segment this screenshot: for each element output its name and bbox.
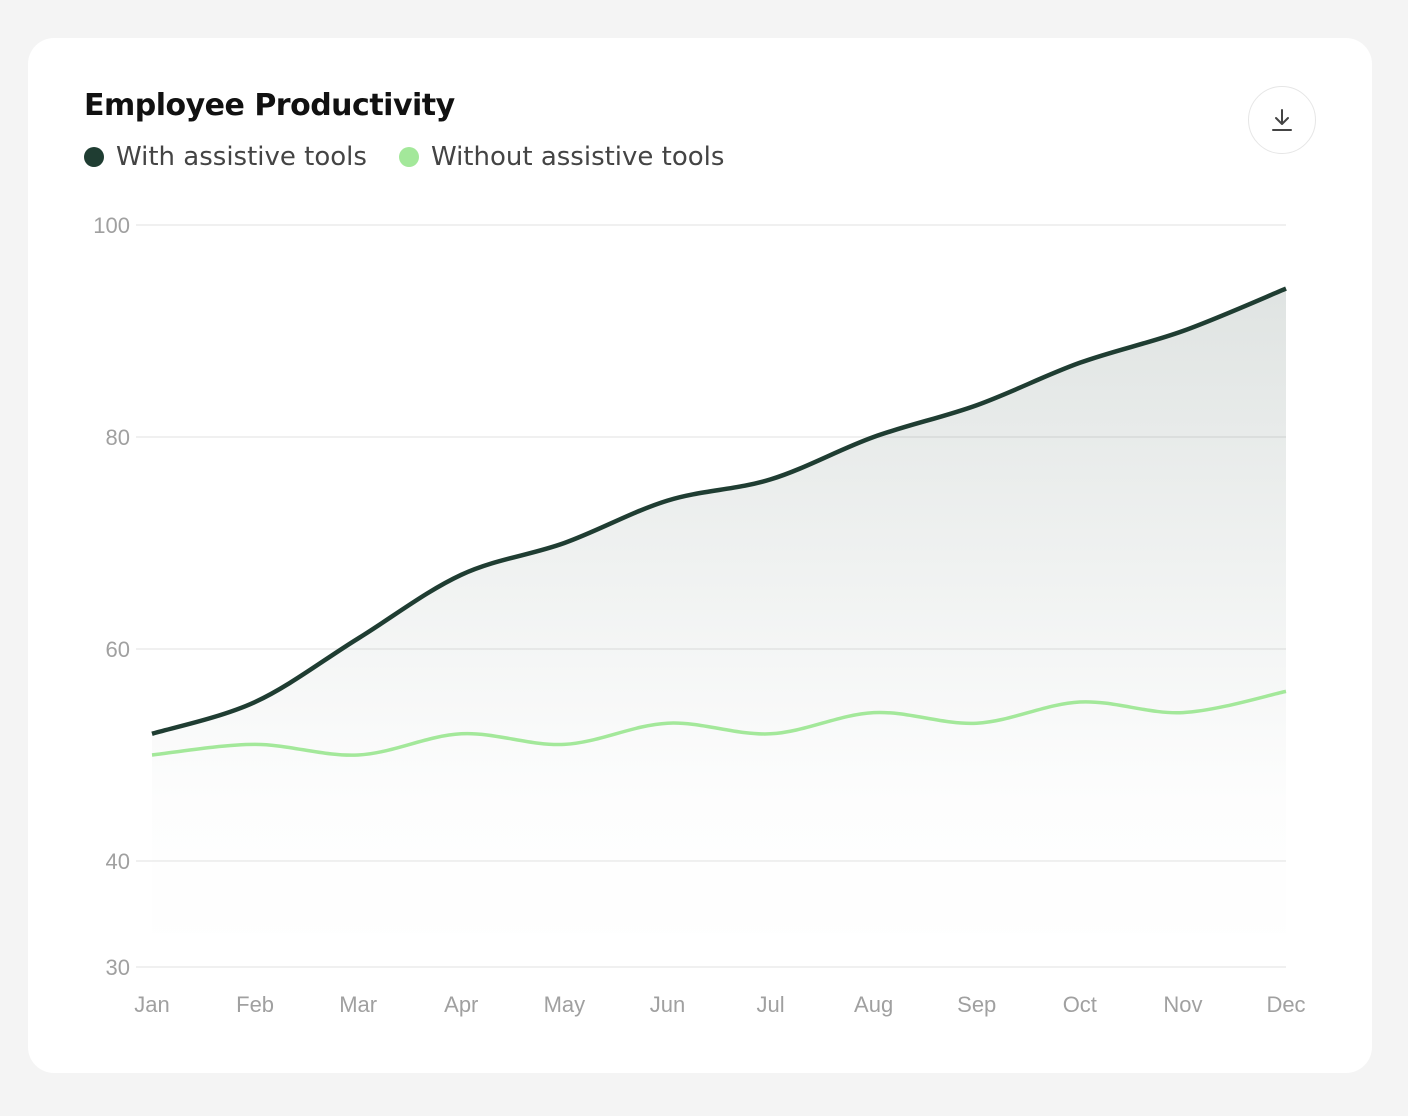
y-tick-label: 60: [106, 637, 130, 662]
x-tick-label: Jul: [756, 992, 784, 1017]
y-tick-label: 100: [93, 213, 130, 238]
x-tick-label: Oct: [1063, 992, 1097, 1017]
x-tick-label: Mar: [339, 992, 377, 1017]
x-tick-label: Dec: [1266, 992, 1305, 1017]
x-tick-label: Feb: [236, 992, 274, 1017]
x-tick-label: May: [544, 992, 586, 1017]
x-tick-label: Nov: [1163, 992, 1202, 1017]
legend-item-without-tools: Without assistive tools: [398, 142, 725, 172]
x-tick-label: Sep: [957, 992, 996, 1017]
download-icon: [1272, 109, 1292, 131]
series-area-with-tools: [152, 288, 1286, 968]
legend-dot: [84, 147, 104, 167]
x-tick-label: Jan: [134, 992, 169, 1017]
legend-dot: [398, 147, 419, 167]
chart-title: Employee Productivity: [84, 88, 455, 123]
y-tick-label: 30: [106, 955, 130, 980]
legend-item-with-tools: With assistive tools: [84, 142, 367, 172]
y-tick-label: 80: [106, 425, 130, 450]
legend: With assistive tools Without assistive t…: [84, 142, 724, 172]
y-tick-label: 40: [106, 849, 130, 874]
legend-label: With assistive tools: [116, 142, 367, 172]
series-line-with-tools: [151, 286, 1287, 736]
legend-label: Without assistive tools: [430, 142, 725, 172]
x-tick-label: Jun: [650, 992, 685, 1017]
download-button[interactable]: [1248, 86, 1316, 154]
x-tick-label: Aug: [854, 992, 893, 1017]
x-tick-label: Apr: [444, 992, 478, 1017]
series-line-without-tools: [151, 689, 1287, 757]
